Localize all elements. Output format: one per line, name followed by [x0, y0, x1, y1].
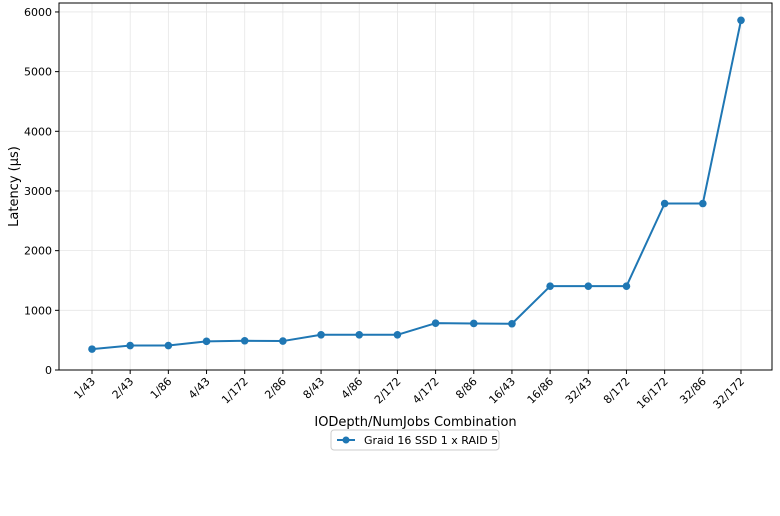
x-tick-label: 16/86 [525, 375, 557, 407]
y-axis-ticks: 0 1000 2000 3000 4000 5000 6000 [24, 6, 59, 377]
x-tick-label: 2/43 [110, 375, 137, 402]
legend-frame [330, 429, 500, 451]
data-point-marker [431, 319, 440, 327]
x-tick-label: 1/172 [219, 375, 251, 407]
x-tick-label: 32/43 [563, 375, 595, 407]
x-tick-label: 2/172 [372, 375, 404, 407]
y-tick-label: 1000 [24, 304, 52, 317]
y-tick-label: 5000 [24, 66, 52, 79]
data-point-marker [88, 345, 96, 353]
data-point-marker [317, 330, 325, 339]
x-tick-label: 2/86 [262, 375, 289, 402]
data-point-marker [737, 16, 745, 25]
data-point-marker [164, 341, 173, 350]
y-axis-title: Latency (µs) [7, 146, 22, 227]
x-tick-label: 8/86 [453, 375, 480, 402]
x-axis-ticks: 1/43 2/43 1/86 4/43 1/172 2/86 8/43 4/86 2/172 4/… [71, 370, 747, 411]
x-tick-label: 4/172 [410, 375, 442, 407]
data-point-marker [508, 319, 516, 328]
legend: Graid 16 SSD 1 x RAID 5 [330, 429, 500, 451]
data-point-marker [546, 282, 554, 290]
x-tick-label: 4/86 [339, 375, 366, 402]
y-tick-label: 2000 [24, 245, 52, 258]
plot-area-frame [58, 2, 773, 371]
x-tick-label: 1/43 [71, 375, 98, 402]
x-tick-label: 32/172 [711, 375, 748, 412]
x-tick-label: 32/86 [677, 375, 709, 407]
x-tick-label: 8/172 [601, 375, 633, 407]
grid-lines [59, 3, 772, 371]
y-tick-label: 0 [45, 364, 52, 377]
legend-label: Graid 16 SSD 1 x RAID 5 [364, 434, 498, 447]
data-point-marker [279, 337, 287, 345]
data-point-marker [699, 199, 707, 208]
x-tick-label: 16/172 [634, 375, 671, 412]
data-point-marker [355, 330, 364, 339]
data-point-marker [622, 282, 631, 290]
data-point-marker [202, 337, 211, 346]
series-layer [88, 16, 745, 353]
x-tick-label: 8/43 [301, 375, 328, 402]
data-point-marker [469, 319, 478, 328]
y-tick-label: 4000 [24, 125, 52, 138]
x-tick-label: 16/43 [486, 375, 518, 407]
data-point-marker [126, 341, 134, 350]
data-point-marker [240, 336, 249, 345]
x-tick-label: 4/43 [186, 375, 213, 402]
series-line [91, 20, 742, 351]
data-point-marker [660, 199, 669, 208]
y-tick-label: 3000 [24, 185, 52, 198]
y-tick-label: 6000 [24, 6, 52, 19]
data-point-marker [584, 282, 593, 290]
data-point-marker [393, 330, 402, 339]
legend-marker-swatch [342, 436, 350, 444]
x-tick-label: 1/86 [148, 375, 175, 402]
x-axis-title: IODepth/NumJobs Combination [314, 415, 516, 430]
